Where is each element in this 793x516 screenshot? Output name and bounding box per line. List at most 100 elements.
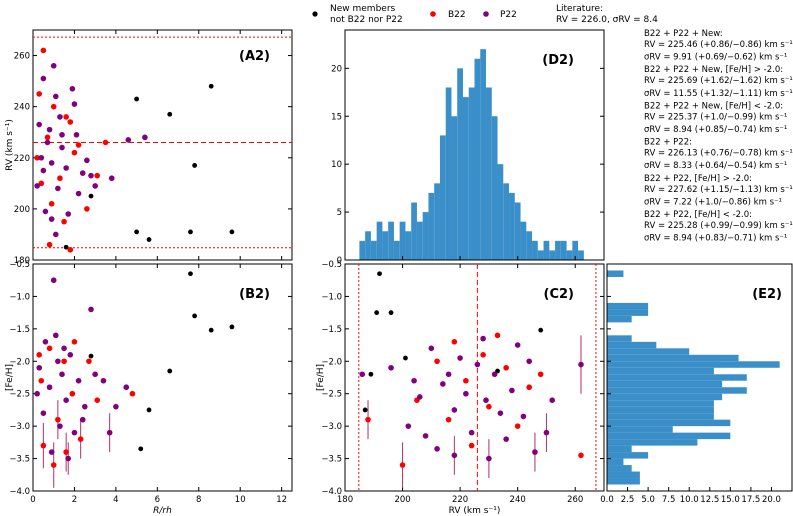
e2-xtick-label: 15.0 [721, 495, 740, 505]
e2-xtick-label: 5.0 [641, 495, 655, 505]
c2-point-p22 [359, 371, 366, 378]
stats-line: RV = 225.28 (+0.99/−0.99) km s⁻¹ [644, 221, 793, 231]
a2-point-p22 [73, 131, 80, 138]
d2-hist-bar [376, 221, 383, 260]
c2-point-b22 [445, 416, 452, 423]
b2-point-p22 [52, 332, 59, 339]
c2-point-p22 [474, 361, 481, 368]
a2-ytick-label: 240 [14, 103, 30, 113]
b2-point-new [167, 368, 173, 374]
c2-xtick-label: 220 [452, 495, 468, 505]
c2-frame [344, 263, 605, 492]
d2-hist-bar [370, 240, 377, 260]
a2-point-new [208, 83, 214, 89]
a2-point-b22 [61, 218, 67, 225]
c2-point-p22 [417, 394, 423, 400]
a2-point-p22 [71, 101, 78, 107]
a2-point-b22 [84, 206, 90, 212]
b2-point-b22 [63, 449, 69, 455]
d2-hist-bar [566, 250, 573, 260]
a2-point-p22 [48, 216, 55, 222]
d2-hist-bar [422, 212, 429, 260]
a2-point-b22 [67, 119, 74, 125]
e2-hist-bar [607, 393, 723, 401]
c2-point-p22 [451, 452, 458, 459]
stats-line: σRV = 8.94 (+0.85/−0.74) km s⁻¹ [644, 125, 787, 135]
c2-point-p22 [509, 387, 515, 394]
d2-ytick-label: 15 [331, 112, 342, 122]
b2-xlabel: R/rh [153, 506, 172, 516]
b2-point-p22 [55, 358, 61, 365]
stats-line: σRV = 8.94 (+0.83/−0.71) km s⁻¹ [644, 234, 787, 244]
a2-point-p22 [57, 114, 63, 120]
c2-point-p22 [422, 433, 429, 439]
d2-hist-bar [509, 192, 515, 260]
a2-point-new [63, 244, 69, 250]
a2-point-p22 [36, 121, 43, 128]
d2-hist-bar [578, 250, 584, 260]
e2-panel-label: (E2) [752, 287, 782, 302]
b2-point-p22 [36, 364, 43, 371]
e2-hist-bar [607, 452, 649, 459]
a2-point-p22 [125, 137, 132, 143]
e2-hist-bar [607, 387, 747, 394]
e2-hist-bar [607, 367, 714, 375]
b2-point-p22 [61, 345, 67, 352]
e2-hist-bar [607, 439, 698, 446]
b2-xtick-label: 10 [235, 495, 246, 505]
e2-hist-bar [607, 380, 723, 388]
c2-point-p22 [532, 449, 538, 455]
b2-xtick-label: 2 [72, 495, 77, 505]
b2-point-new [208, 327, 214, 333]
a2-point-b22 [40, 47, 47, 54]
e2-hist-bar [607, 361, 780, 368]
c2-point-p22 [388, 364, 394, 371]
c2-xtick-label: 260 [567, 495, 583, 505]
d2-hist-bar [439, 135, 446, 260]
c2-point-p22 [526, 358, 532, 365]
stats-line: B22 + P22 + New: [644, 29, 723, 39]
c2-point-new [403, 355, 408, 361]
d2-hist-bar [462, 97, 469, 260]
b2-point-p22 [100, 377, 107, 384]
c2-point-p22 [491, 371, 498, 378]
stats-line: RV = 225.46 (+0.86/−0.86) km s⁻¹ [644, 40, 793, 50]
a2-point-b22 [94, 172, 101, 179]
b2-point-b22 [94, 397, 101, 404]
d2-hist-bar [457, 68, 463, 260]
a2-point-p22 [34, 183, 40, 189]
b2-point-p22 [48, 449, 55, 455]
stats-line: B22 + P22, [Fe/H] < -2.0: [644, 210, 752, 220]
a2-point-b22 [71, 149, 78, 156]
stats-line: RV = 225.37 (+1.0/−0.99) km s⁻¹ [644, 112, 787, 122]
e2-hist-bar [607, 309, 649, 316]
e2-hist-bar [607, 406, 714, 414]
b2-point-p22 [65, 455, 72, 462]
b2-frame [32, 263, 293, 492]
c2-point-b22 [494, 332, 501, 339]
a2-point-p22 [40, 167, 47, 174]
a2-point-b22 [38, 180, 45, 187]
b2-point-p22 [46, 384, 53, 391]
stats-line: B22 + P22 + New, [Fe/H] < -2.0: [644, 101, 783, 111]
e2-hist-bar [607, 419, 731, 427]
a2-point-p22 [88, 172, 94, 179]
panel-d2: 0 5 10 15 20 (D2) [331, 29, 605, 266]
a2-point-b22 [67, 246, 74, 253]
a2-point-new [134, 96, 140, 102]
c2-xlabel: RV (km s⁻¹) [449, 506, 501, 516]
a2-point-b22 [36, 91, 43, 97]
d2-hist-bar [411, 202, 417, 260]
b2-point-b22 [77, 436, 84, 442]
d2-ytick-label: 0 [337, 256, 342, 266]
a2-point-p22 [50, 62, 57, 69]
e2-hist-bar [607, 315, 632, 323]
d2-hist-bar [543, 240, 550, 260]
panel-c2: 180 200 220 240 260 −1.0 −1.5 −2.0 −2.5 −3.0 −3.5 −… [316, 260, 605, 516]
d2-hist-bar [365, 231, 371, 260]
e2-hist-bar [607, 413, 714, 420]
c2-point-new [377, 271, 382, 277]
d2-hist-bar [532, 240, 538, 260]
a2-point-b22 [50, 103, 57, 110]
